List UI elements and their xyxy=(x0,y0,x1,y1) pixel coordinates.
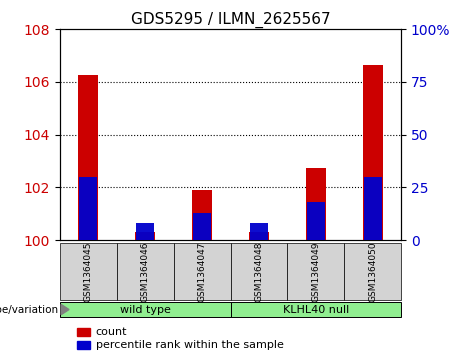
Bar xyxy=(77,327,90,336)
Text: genotype/variation: genotype/variation xyxy=(0,305,59,315)
Text: GSM1364047: GSM1364047 xyxy=(198,241,207,302)
Bar xyxy=(364,177,382,240)
FancyBboxPatch shape xyxy=(60,302,230,318)
FancyBboxPatch shape xyxy=(60,242,117,301)
Text: percentile rank within the sample: percentile rank within the sample xyxy=(96,340,284,350)
Bar xyxy=(307,202,325,240)
FancyBboxPatch shape xyxy=(174,242,230,301)
FancyBboxPatch shape xyxy=(287,242,344,301)
Text: KLHL40 null: KLHL40 null xyxy=(283,305,349,315)
Text: GSM1364048: GSM1364048 xyxy=(254,241,263,302)
Polygon shape xyxy=(61,305,69,315)
Text: wild type: wild type xyxy=(120,305,171,315)
Bar xyxy=(250,223,268,240)
Text: count: count xyxy=(96,327,127,337)
Bar xyxy=(193,213,211,240)
Bar xyxy=(78,75,98,240)
FancyBboxPatch shape xyxy=(344,242,401,301)
Text: GSM1364045: GSM1364045 xyxy=(84,241,93,302)
Bar xyxy=(306,168,326,240)
Text: GSM1364046: GSM1364046 xyxy=(141,241,150,302)
Bar xyxy=(77,341,90,349)
Bar xyxy=(135,232,155,240)
FancyBboxPatch shape xyxy=(230,302,401,318)
Bar xyxy=(136,223,154,240)
FancyBboxPatch shape xyxy=(230,242,287,301)
Text: GSM1364050: GSM1364050 xyxy=(368,241,377,302)
Bar xyxy=(79,177,97,240)
Title: GDS5295 / ILMN_2625567: GDS5295 / ILMN_2625567 xyxy=(130,12,331,28)
Bar xyxy=(192,189,212,240)
FancyBboxPatch shape xyxy=(117,242,174,301)
Bar xyxy=(363,65,383,240)
Text: GSM1364049: GSM1364049 xyxy=(311,241,320,302)
Bar xyxy=(249,232,269,240)
